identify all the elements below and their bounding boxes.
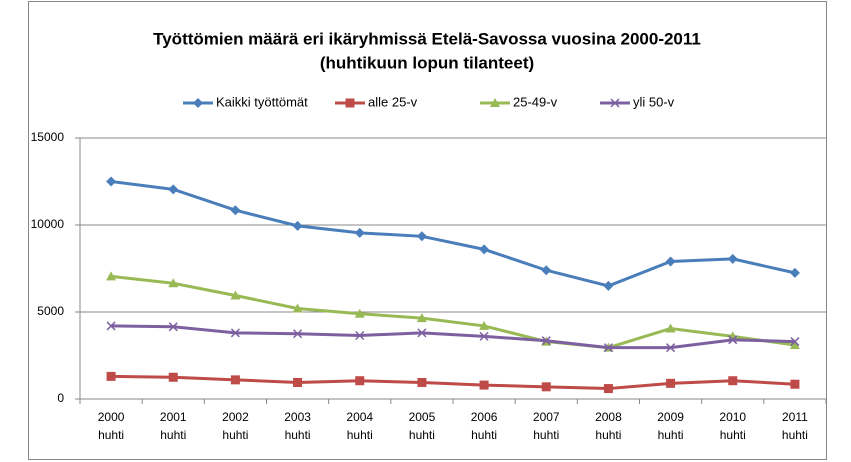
point: [603, 280, 614, 291]
point: [355, 330, 365, 341]
x-tick-label: 2001 huhti: [160, 410, 187, 442]
x-tick-label: 2011 huhti: [782, 410, 808, 442]
y-tick-label: 10000: [31, 217, 65, 231]
point: [168, 372, 178, 382]
point: [106, 321, 116, 331]
x-tick-label: 2009 huhti: [657, 410, 684, 442]
point: [292, 303, 303, 313]
point: [416, 231, 427, 242]
point: [293, 329, 303, 339]
point: [416, 313, 427, 323]
point: [666, 378, 676, 388]
point: [541, 382, 551, 392]
point: [168, 322, 178, 332]
point: [490, 98, 500, 107]
point: [790, 379, 800, 389]
x-tick-label: 2003 huhti: [284, 410, 311, 442]
legend-label: yli 50-v: [633, 94, 675, 109]
series-line: [111, 324, 795, 350]
point: [168, 184, 179, 195]
point: [193, 98, 203, 108]
point: [168, 278, 179, 288]
x-tick-label: 2006 huhti: [471, 410, 498, 442]
point: [230, 205, 241, 216]
point: [479, 320, 490, 330]
point: [666, 343, 676, 353]
point: [603, 343, 613, 353]
point: [603, 384, 613, 394]
point: [292, 220, 303, 231]
y-tick-label: 0: [57, 391, 64, 405]
x-tick-label: 2002 huhti: [222, 410, 249, 442]
point: [230, 290, 241, 300]
x-tick-label: 2000 huhti: [98, 410, 125, 442]
x-tick-label: 2007 huhti: [533, 410, 560, 442]
point: [106, 371, 116, 381]
point: [417, 377, 427, 387]
x-tick-label: 2005 huhti: [409, 410, 436, 442]
legend-label: alle 25-v: [368, 94, 418, 109]
point: [610, 98, 620, 108]
point: [728, 376, 738, 386]
point: [727, 253, 738, 264]
point: [665, 323, 676, 333]
x-tick-label: 2004 huhti: [346, 410, 373, 442]
legend-label: 25-49-v: [513, 94, 558, 109]
x-tick-label: 2008 huhti: [595, 410, 622, 442]
point: [479, 244, 490, 255]
point: [479, 331, 489, 341]
series-line: [110, 180, 796, 288]
point: [728, 335, 738, 345]
series-line: [111, 374, 796, 391]
point: [354, 227, 365, 238]
point: [355, 376, 365, 386]
point: [541, 336, 551, 346]
point: [479, 380, 489, 390]
point: [790, 337, 800, 347]
point: [354, 308, 365, 318]
chart-title: Työttömien määrä eri ikäryhmissä Etelä-S…: [153, 29, 701, 48]
point: [789, 267, 800, 278]
legend-label: Kaikki työttömät: [216, 94, 308, 109]
y-tick-label: 5000: [37, 304, 64, 318]
point: [345, 98, 355, 108]
point: [230, 375, 240, 385]
point: [293, 377, 303, 387]
chart-subtitle: (huhtikuun lopun tilanteet): [320, 53, 534, 72]
point: [106, 176, 117, 187]
point: [230, 328, 240, 338]
point: [541, 265, 552, 276]
point: [789, 340, 800, 350]
point: [417, 328, 427, 338]
series-line: [110, 274, 796, 350]
point: [665, 256, 676, 267]
y-tick-label: 15000: [31, 130, 65, 144]
point: [106, 271, 117, 281]
x-tick-label: 2010 huhti: [719, 410, 746, 442]
